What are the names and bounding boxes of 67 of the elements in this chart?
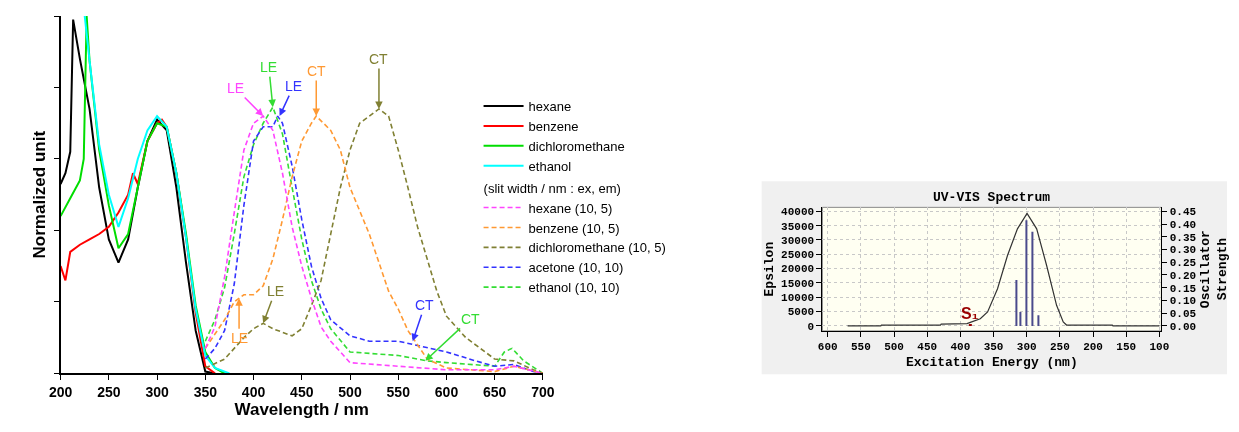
legend-label: acetone (10, 10) xyxy=(528,260,624,276)
x-axis-title: Wavelength / nm xyxy=(234,400,369,420)
y-tick-label: 40000 xyxy=(781,206,815,219)
y2-tick-label: 0.15 xyxy=(1169,282,1197,295)
legend-title: (slit width / nm : ex, em) xyxy=(483,180,621,196)
x-tick-label: 500 xyxy=(338,384,362,401)
y2-tick-label: 0.35 xyxy=(1169,231,1197,244)
x-tick-label: 550 xyxy=(850,341,871,354)
x-tick-label: 400 xyxy=(950,341,971,354)
x-tick-label: 600 xyxy=(817,341,838,354)
x-tick-label: 500 xyxy=(884,341,904,354)
x-tick-label: 700 xyxy=(531,384,555,401)
legend-label: hexane (10, 5) xyxy=(528,200,613,216)
annotation: LE xyxy=(260,59,278,75)
legend-label: benzene xyxy=(528,119,579,135)
annotation: CT xyxy=(307,63,327,79)
legend-label: ethanol xyxy=(528,158,572,174)
annotation: S₁ xyxy=(961,305,979,322)
legend-label: hexane xyxy=(528,99,572,115)
x-tick-label: 150 xyxy=(1116,341,1137,354)
y-tick-label: 35000 xyxy=(781,220,815,233)
x-tick-label: 300 xyxy=(145,384,169,401)
x-tick-label: 450 xyxy=(290,384,314,401)
x-tick-label: 600 xyxy=(434,384,459,401)
legend-label: benzene (10, 5) xyxy=(528,220,620,236)
legend-label: dichloromethane xyxy=(528,138,625,154)
annotation: LE xyxy=(227,80,245,96)
annotation: CT xyxy=(369,51,389,67)
y-tick-label: 10000 xyxy=(781,292,815,305)
legend-label: ethanol (10, 10) xyxy=(528,280,620,296)
y-axis-title: Normalized unit xyxy=(29,130,49,259)
x-tick-label: 400 xyxy=(241,384,266,401)
x-axis-title: Excitation Energy (nm) xyxy=(906,354,1078,370)
y2-tick-label: 0.05 xyxy=(1169,308,1197,321)
annotation: LE xyxy=(267,283,285,299)
y2-tick-label: 0.30 xyxy=(1169,244,1197,257)
y2-tick-label: 0.10 xyxy=(1169,295,1197,308)
x-tick-label: 200 xyxy=(1083,341,1103,354)
y2-tick-label: 0.45 xyxy=(1169,206,1197,219)
y-tick-label: 20000 xyxy=(781,263,815,276)
x-tick-label: 550 xyxy=(386,384,411,401)
y-tick-label: 5000 xyxy=(787,306,815,319)
x-tick-label: 250 xyxy=(1049,341,1070,354)
x-tick-label: 650 xyxy=(483,384,507,401)
x-tick-label: 300 xyxy=(1016,341,1037,354)
y2-axis-title: Oscillator Strength xyxy=(1198,230,1230,309)
y-tick-label: 25000 xyxy=(781,249,815,262)
y-tick-label: 30000 xyxy=(781,234,815,247)
chart-title: UV-VIS Spectrum xyxy=(933,190,1051,205)
x-tick-label: 450 xyxy=(917,341,938,354)
legend-label: dichloromethane (10, 5) xyxy=(528,240,666,256)
x-tick-label: 200 xyxy=(48,384,73,401)
annotation: LE xyxy=(231,330,249,346)
annotation: CT xyxy=(415,297,435,313)
y-axis-title: Epsilon xyxy=(762,241,778,297)
y-tick-label: 15000 xyxy=(781,277,815,290)
y-tick-label: 0 xyxy=(807,320,815,333)
y2-tick-label: 0.40 xyxy=(1169,218,1197,231)
x-tick-label: 350 xyxy=(983,341,1004,354)
y2-tick-label: 0.25 xyxy=(1169,257,1197,270)
annotation: CT xyxy=(461,311,481,327)
x-tick-label: 100 xyxy=(1149,341,1170,354)
x-tick-label: 250 xyxy=(97,384,121,401)
annotation: LE xyxy=(285,78,303,94)
x-tick-label: 350 xyxy=(193,384,218,401)
y2-tick-label: 0.00 xyxy=(1169,320,1197,333)
y2-tick-label: 0.20 xyxy=(1169,269,1197,282)
